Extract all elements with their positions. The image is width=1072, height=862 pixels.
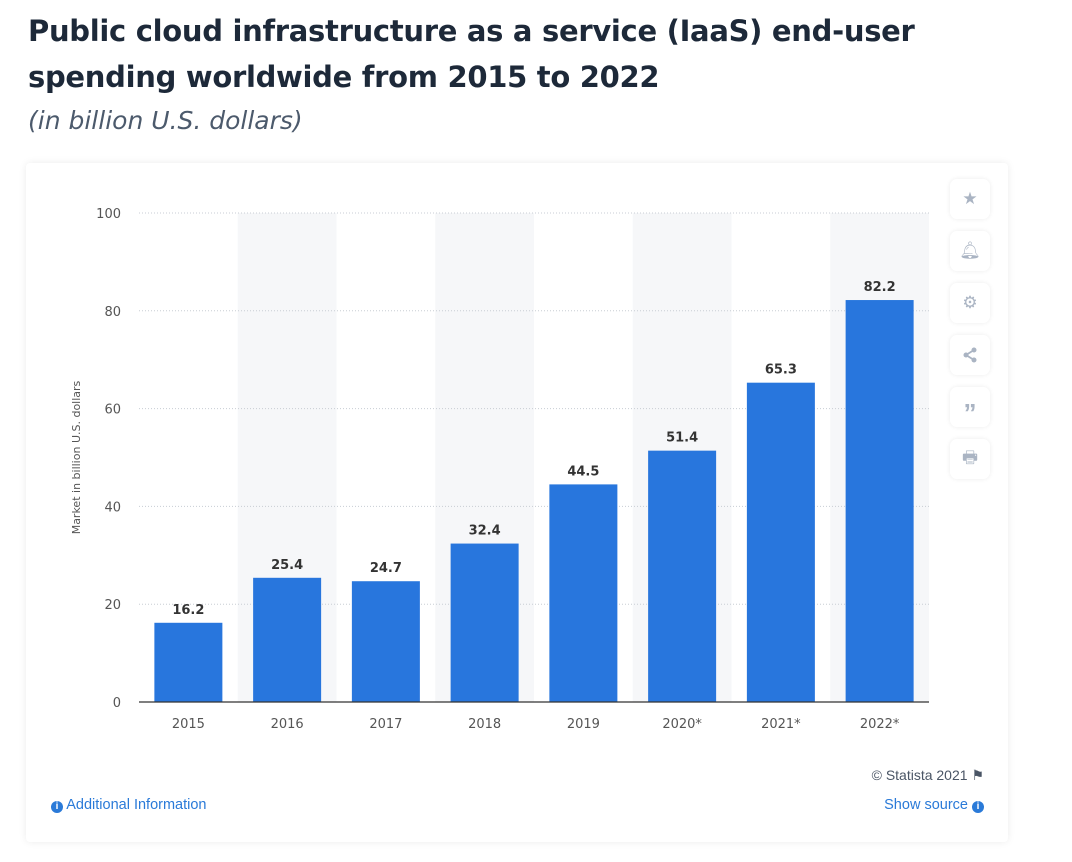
- data-label: 16.2: [172, 603, 204, 618]
- quote-icon: ”: [963, 398, 977, 428]
- x-tick-label: 2019: [567, 717, 600, 732]
- cite-button[interactable]: ”: [950, 387, 990, 427]
- x-tick-label: 2020*: [662, 717, 702, 732]
- flag-icon: ⚑: [971, 767, 984, 783]
- gear-icon: ⚙: [962, 293, 978, 312]
- favorite-button[interactable]: ★: [950, 179, 990, 219]
- chart-card: 0 20 40 60 80 100 Market in billion U.S. dolla…: [26, 163, 1008, 842]
- y-axis-label: Market in billion U.S. dollars: [70, 380, 83, 534]
- x-tick-label: 2015: [172, 717, 205, 732]
- bar: [549, 484, 618, 702]
- x-tick-label: 2022*: [860, 717, 900, 732]
- x-tick-label: 2021*: [761, 717, 801, 732]
- bar: [845, 300, 914, 702]
- y-tick-label: 0: [113, 696, 121, 711]
- y-tick-label: 80: [104, 305, 121, 320]
- page-title: Public cloud infrastructure as a service…: [28, 14, 915, 94]
- y-tick-label: 60: [104, 403, 121, 418]
- show-source-link[interactable]: Show source i: [884, 797, 984, 813]
- data-label: 82.2: [864, 280, 896, 295]
- bar: [351, 581, 420, 702]
- data-label: 25.4: [271, 558, 303, 573]
- print-button[interactable]: 🖶: [950, 439, 990, 479]
- toolbar: ★ 🔔︎ ⚙ ” 🖶: [950, 179, 990, 491]
- bar: [253, 577, 322, 702]
- bar: [746, 382, 815, 702]
- info-icon: i: [51, 801, 63, 813]
- bar: [648, 450, 717, 702]
- bell-icon: 🔔︎: [959, 241, 981, 260]
- additional-information-link[interactable]: i Additional Information: [51, 797, 206, 813]
- x-tick-label: 2017: [369, 717, 402, 732]
- show-source-label: Show source: [884, 797, 968, 813]
- info-icon: i: [972, 801, 984, 813]
- settings-button[interactable]: ⚙: [950, 283, 990, 323]
- copyright-text: © Statista 2021: [871, 767, 968, 783]
- data-label: 32.4: [469, 524, 501, 539]
- x-tick-label: 2018: [468, 717, 501, 732]
- data-label: 44.5: [567, 464, 599, 479]
- page-subtitle: (in billion U.S. dollars): [28, 106, 303, 135]
- print-icon: 🖶: [961, 447, 979, 467]
- bar-chart: 0 20 40 60 80 100 Market in billion U.S. dolla…: [70, 207, 929, 732]
- x-tick-label: 2016: [271, 717, 304, 732]
- bar: [154, 622, 223, 702]
- data-label: 51.4: [666, 431, 698, 446]
- copyright: © Statista 2021 ⚑: [872, 767, 984, 784]
- y-tick-label: 20: [104, 598, 121, 613]
- data-label: 65.3: [765, 363, 797, 378]
- data-label: 24.7: [370, 561, 402, 576]
- star-icon: ★: [962, 189, 978, 208]
- notify-button[interactable]: 🔔︎: [950, 231, 990, 271]
- bar: [450, 543, 519, 702]
- y-tick-label: 100: [96, 207, 121, 222]
- share-button[interactable]: [950, 335, 990, 375]
- y-tick-label: 40: [104, 500, 121, 515]
- additional-information-label: Additional Information: [66, 797, 207, 813]
- share-icon: [963, 347, 977, 363]
